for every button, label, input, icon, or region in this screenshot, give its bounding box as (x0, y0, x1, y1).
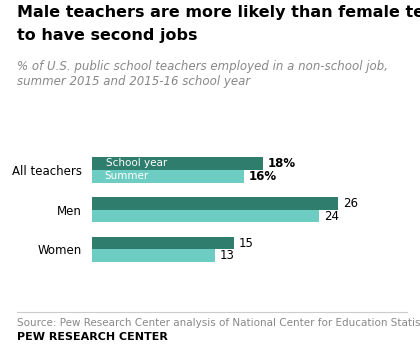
Text: School year: School year (106, 158, 167, 168)
Text: Source: Pew Research Center analysis of National Center for Education Statistics: Source: Pew Research Center analysis of … (17, 318, 420, 328)
Bar (92, 197, 338, 210)
Text: 16%: 16% (248, 170, 276, 183)
Text: 13: 13 (220, 249, 235, 262)
Text: 18%: 18% (267, 157, 295, 170)
Bar (92, 210, 319, 222)
Text: 26: 26 (343, 197, 358, 210)
Text: 24: 24 (324, 210, 339, 222)
Text: 15: 15 (239, 237, 254, 250)
Bar (92, 250, 215, 262)
Text: % of U.S. public school teachers employed in a non-school job,
summer 2015 and 2: % of U.S. public school teachers employe… (17, 60, 388, 88)
Text: Summer: Summer (105, 171, 149, 181)
Text: PEW RESEARCH CENTER: PEW RESEARCH CENTER (17, 333, 168, 342)
Bar (92, 157, 262, 170)
Text: to have second jobs: to have second jobs (17, 28, 197, 43)
Bar (92, 170, 244, 183)
Bar (92, 237, 234, 250)
Text: Male teachers are more likely than female teachers: Male teachers are more likely than femal… (17, 5, 420, 20)
